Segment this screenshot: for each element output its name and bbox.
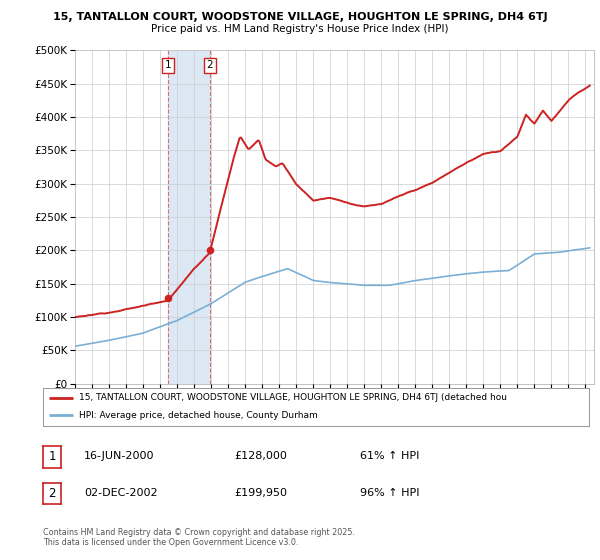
Point [163, 294, 173, 303]
Text: £199,950: £199,950 [234, 488, 287, 498]
Text: HPI: Average price, detached house, County Durham: HPI: Average price, detached house, Coun… [79, 411, 317, 420]
Text: 16-JUN-2000: 16-JUN-2000 [84, 451, 155, 461]
Text: 96% ↑ HPI: 96% ↑ HPI [360, 488, 419, 498]
Text: £128,000: £128,000 [234, 451, 287, 461]
Text: Contains HM Land Registry data © Crown copyright and database right 2025.
This d: Contains HM Land Registry data © Crown c… [43, 528, 355, 547]
Point [205, 246, 215, 255]
Text: 61% ↑ HPI: 61% ↑ HPI [360, 451, 419, 461]
Text: 02-DEC-2002: 02-DEC-2002 [84, 488, 158, 498]
Text: 2: 2 [49, 487, 56, 500]
Bar [168, 50, 210, 384]
Text: 15, TANTALLON COURT, WOODSTONE VILLAGE, HOUGHTON LE SPRING, DH4 6TJ (detached ho: 15, TANTALLON COURT, WOODSTONE VILLAGE, … [79, 393, 506, 402]
Text: 15, TANTALLON COURT, WOODSTONE VILLAGE, HOUGHTON LE SPRING, DH4 6TJ: 15, TANTALLON COURT, WOODSTONE VILLAGE, … [53, 12, 547, 22]
Text: 1: 1 [49, 450, 56, 464]
Text: Price paid vs. HM Land Registry's House Price Index (HPI): Price paid vs. HM Land Registry's House … [151, 24, 449, 34]
Text: 2: 2 [206, 60, 213, 71]
Text: 1: 1 [164, 60, 171, 71]
